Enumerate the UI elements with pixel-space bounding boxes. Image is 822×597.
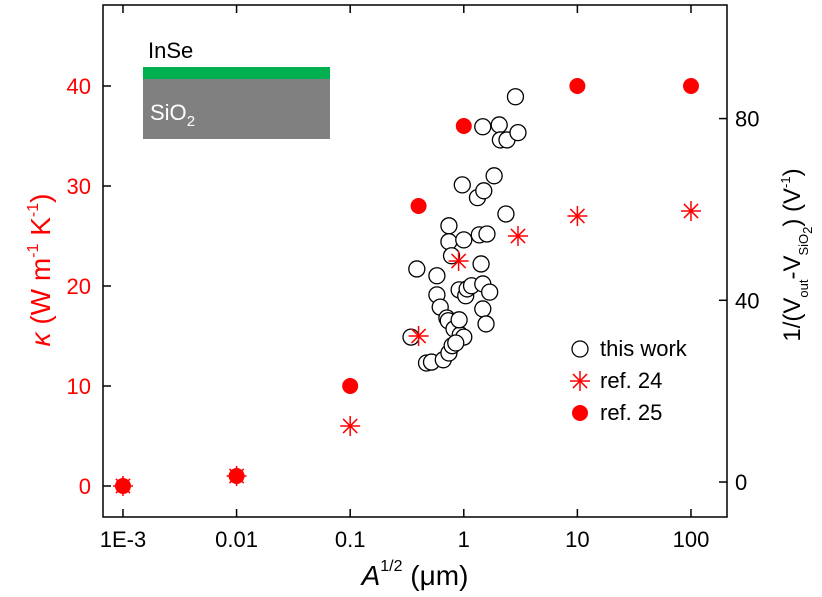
inset-bottom-main: SiO <box>150 100 187 125</box>
data-point <box>114 478 131 494</box>
data-point <box>474 300 492 318</box>
inset-bottom-layer <box>143 79 330 139</box>
data-point <box>507 226 528 246</box>
data-point <box>506 88 525 106</box>
data-point <box>450 311 468 329</box>
data-point <box>481 283 499 301</box>
y-label-part: ) <box>25 194 56 203</box>
x-label-part: (μm) <box>403 560 469 591</box>
data-point <box>680 201 701 221</box>
legend-marker <box>571 340 589 358</box>
data-point <box>478 225 496 243</box>
asterisk-stroke <box>510 228 526 244</box>
plot-frame <box>102 4 728 518</box>
asterisk-stroke <box>410 328 427 344</box>
legend-label: this work <box>600 336 688 361</box>
x-label-part: A <box>360 560 381 591</box>
data-point <box>340 416 361 436</box>
y-axis-label: κ (W m-1 K-1) <box>25 194 56 347</box>
data-point <box>455 118 472 134</box>
data-point <box>472 255 490 273</box>
legend-label: ref. 25 <box>600 400 662 425</box>
data-point <box>509 124 527 142</box>
x-axis-label: A1/2 (μm) <box>360 558 469 591</box>
y-label-part: -1 <box>25 243 42 257</box>
y2-label-part: ) (V <box>779 188 806 227</box>
data-point <box>408 326 429 346</box>
x-tick-label: 100 <box>673 527 710 552</box>
data-point <box>440 217 458 235</box>
asterisk-stroke <box>450 253 467 269</box>
y-tick-label: 10 <box>67 374 91 399</box>
y2-label-part: ) <box>779 168 806 176</box>
legend-marker <box>570 371 590 391</box>
y2-label-part: out <box>796 279 811 297</box>
y-tick-label: 0 <box>79 474 91 499</box>
y-label-part: (W m <box>25 258 56 333</box>
asterisk-stroke <box>342 418 358 434</box>
data-point <box>228 468 245 484</box>
data-point <box>474 118 492 136</box>
data-point <box>447 334 465 352</box>
x-tick-label: 0.1 <box>335 527 366 552</box>
y2-axis-label: 1/(Vout-VSiO2) (V-1) <box>778 168 815 341</box>
data-point <box>475 182 493 200</box>
data-point <box>485 167 503 185</box>
y-tick-label: 30 <box>67 174 91 199</box>
x-tick-label: 1 <box>458 527 470 552</box>
x-tick-label: 10 <box>565 527 589 552</box>
data-point <box>682 78 699 94</box>
y2-tick-label: 80 <box>735 107 759 132</box>
y2-label-part: -1 <box>778 176 793 188</box>
data-point <box>569 78 586 94</box>
y2-label-part: -V <box>779 256 806 280</box>
y-tick-label: 20 <box>67 274 91 299</box>
x-tick-label: 1E-3 <box>100 527 146 552</box>
y-label-part: -1 <box>25 203 42 217</box>
legend-marker <box>572 405 588 421</box>
x-tick-label: 0.01 <box>215 527 258 552</box>
data-point <box>453 176 471 194</box>
data-point <box>455 231 473 249</box>
inset-top-label: InSe <box>148 38 193 63</box>
data-point <box>428 267 446 285</box>
inset-bottom-sub: 2 <box>187 113 195 130</box>
y-label-part: κ <box>25 330 56 346</box>
y2-label-part: SiO <box>796 234 811 256</box>
data-point <box>342 378 359 394</box>
y2-tick-label: 0 <box>735 470 747 495</box>
y-label-part: K <box>25 217 56 244</box>
data-point <box>410 198 427 214</box>
y-tick-label: 40 <box>67 74 91 99</box>
y2-label-part: 2 <box>800 227 815 234</box>
legend-label: ref. 24 <box>600 368 662 393</box>
inset-bottom-label: SiO2 <box>150 100 195 130</box>
data-point <box>442 247 461 265</box>
data-point <box>448 251 469 271</box>
x-label-part: 1/2 <box>380 558 402 575</box>
asterisk-stroke <box>569 208 585 224</box>
data-point <box>490 116 508 134</box>
data-point <box>567 206 588 226</box>
asterisk-stroke <box>683 203 699 219</box>
y2-tick-label: 40 <box>735 288 759 313</box>
asterisk-stroke <box>572 373 588 389</box>
data-point <box>408 260 426 278</box>
data-point <box>477 315 495 333</box>
y2-label-part: 1/(V <box>779 298 806 342</box>
inset-top-layer <box>143 67 330 79</box>
data-point <box>440 233 458 251</box>
data-point <box>497 205 515 223</box>
